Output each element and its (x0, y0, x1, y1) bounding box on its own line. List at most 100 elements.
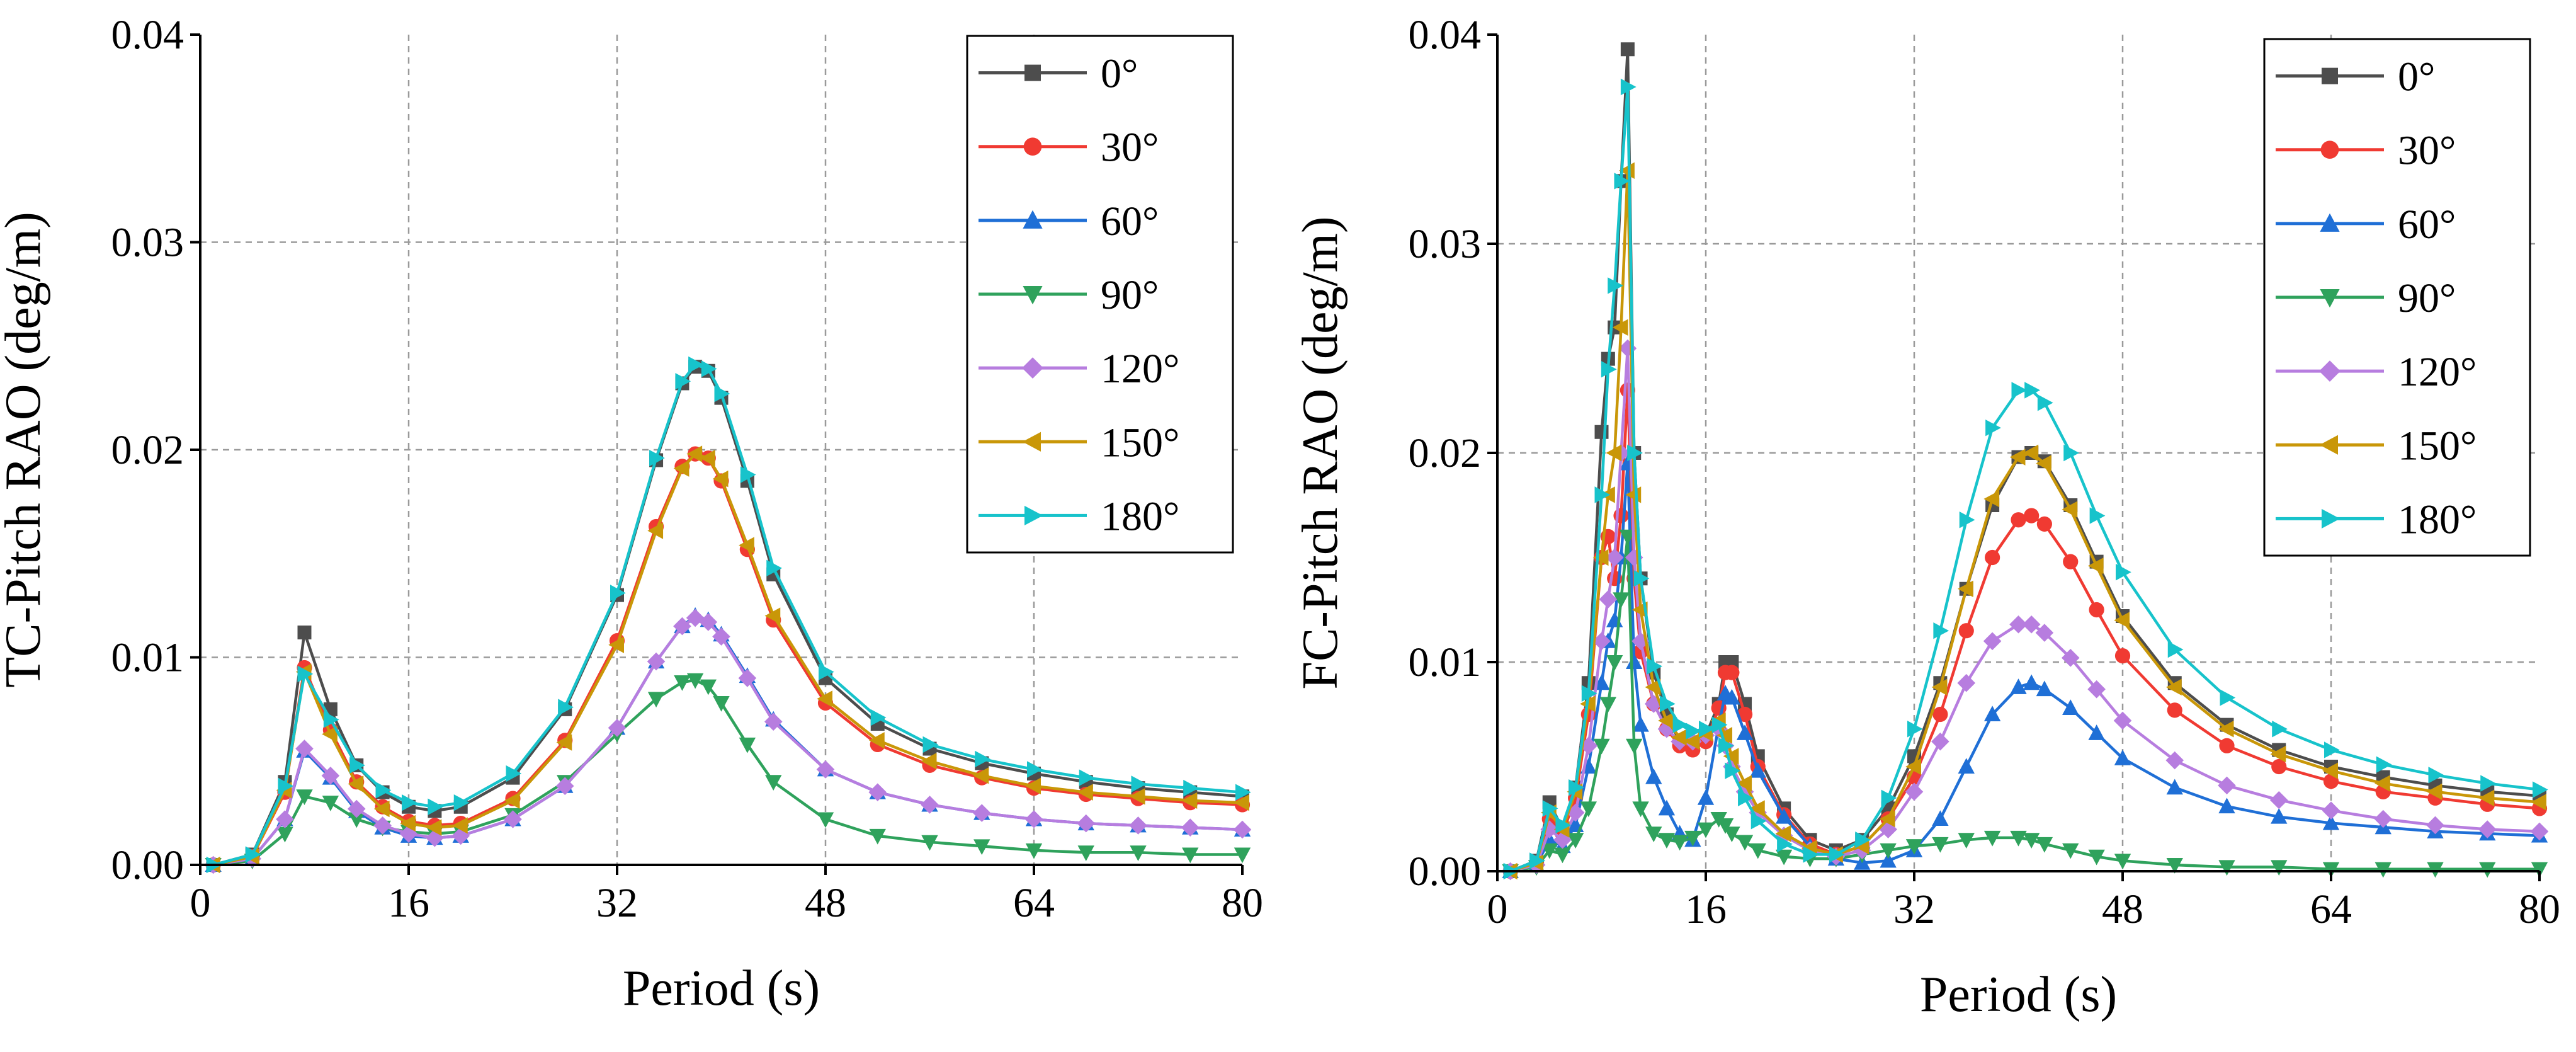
data-point (349, 757, 365, 774)
data-point (1619, 529, 1637, 546)
data-point (1235, 784, 1251, 801)
data-point (2023, 674, 2040, 690)
data-point (608, 719, 627, 737)
data-point (1627, 444, 1643, 462)
x-tick-label: 48 (2102, 886, 2143, 932)
data-point (1723, 689, 1740, 705)
data-point (699, 613, 718, 631)
data-point (1697, 789, 1715, 805)
data-point (1606, 655, 1623, 671)
data-point (1931, 732, 1949, 751)
data-point (1555, 816, 1572, 834)
data-point (2428, 767, 2444, 784)
data-point (278, 777, 294, 794)
data-point (1716, 727, 1733, 744)
data-point (1077, 784, 1093, 801)
data-point (2375, 775, 2390, 792)
data-point (673, 460, 689, 477)
data-point (1130, 845, 1147, 861)
data-point (1182, 847, 1199, 864)
data-point (1699, 721, 1715, 738)
data-point (452, 817, 468, 834)
data-point (2114, 648, 2131, 664)
data-point (1077, 814, 1096, 833)
series-line (1510, 535, 2539, 873)
data-point (1645, 826, 1662, 842)
data-point (647, 692, 665, 708)
series-line (1510, 346, 2540, 873)
y-tick-label: 0.00 (1409, 849, 1482, 895)
data-point (922, 736, 939, 753)
data-point (1599, 697, 1617, 713)
x-tick-label: 16 (388, 880, 429, 926)
data-point (2114, 749, 2131, 765)
series-line (1510, 169, 2540, 873)
data-point (276, 810, 294, 828)
data-point (1905, 839, 1923, 855)
data-point (1569, 779, 1584, 796)
data-point (2531, 794, 2546, 811)
data-point (297, 625, 312, 639)
legend-marker (2320, 289, 2340, 308)
data-point (1718, 737, 1734, 754)
data-point (2024, 508, 2040, 523)
data-point (2322, 762, 2338, 779)
legend-label: 0° (1101, 51, 1138, 97)
data-point (1932, 706, 1948, 723)
data-point (1632, 801, 1649, 818)
data-point (673, 617, 691, 636)
data-point (1775, 825, 1791, 842)
data-point (1620, 78, 1637, 96)
legend-label: 60° (2398, 202, 2456, 248)
data-point (2010, 830, 2027, 847)
data-point (506, 765, 522, 782)
data-point (1671, 729, 1687, 746)
data-point (2116, 564, 2131, 581)
data-point (2011, 382, 2028, 399)
data-point (2088, 724, 2105, 740)
data-point (1879, 810, 1895, 828)
data-point (400, 815, 416, 832)
data-point (2063, 444, 2079, 462)
data-point (701, 360, 717, 377)
data-point (1881, 789, 1897, 806)
data-point (2087, 557, 2104, 575)
data-point (1985, 419, 2001, 437)
legend-label: 0° (2398, 54, 2435, 100)
data-point (2113, 711, 2132, 730)
data-point (296, 789, 313, 806)
data-point (1959, 512, 1975, 529)
data-point (2011, 512, 2026, 528)
data-point (1686, 723, 1702, 740)
data-point (1775, 808, 1793, 824)
data-point (1025, 777, 1041, 794)
legend-label: 30° (1101, 125, 1159, 171)
data-point (2271, 758, 2287, 775)
data-point (1581, 685, 1597, 702)
data-point (2480, 775, 2496, 792)
data-point (1983, 706, 2001, 721)
data-point (712, 470, 729, 488)
y-axis-title: TC-Pitch RAO (deg/m) (0, 212, 51, 687)
legend-marker (2319, 435, 2338, 455)
series-line (1509, 85, 2540, 873)
legend-item: 0° (2276, 54, 2435, 100)
data-point (2219, 738, 2235, 753)
data-point (1626, 738, 1643, 755)
y-tick-label: 0.02 (1409, 430, 1482, 476)
data-point (1958, 833, 1975, 849)
x-tick-label: 48 (805, 880, 846, 926)
data-point (1749, 762, 1766, 778)
legend-item: 150° (979, 420, 1179, 466)
data-point (1129, 816, 1147, 835)
legend-label: 90° (2398, 275, 2456, 321)
data-point (2035, 624, 2054, 642)
data-point (451, 826, 470, 845)
data-point (1658, 833, 1676, 849)
data-point (1594, 486, 1611, 503)
legend-item: 90° (2276, 275, 2456, 321)
data-point (2037, 394, 2053, 411)
x-tick-label: 64 (2310, 886, 2352, 932)
series-150 (204, 445, 1249, 874)
data-point (1905, 782, 1924, 801)
